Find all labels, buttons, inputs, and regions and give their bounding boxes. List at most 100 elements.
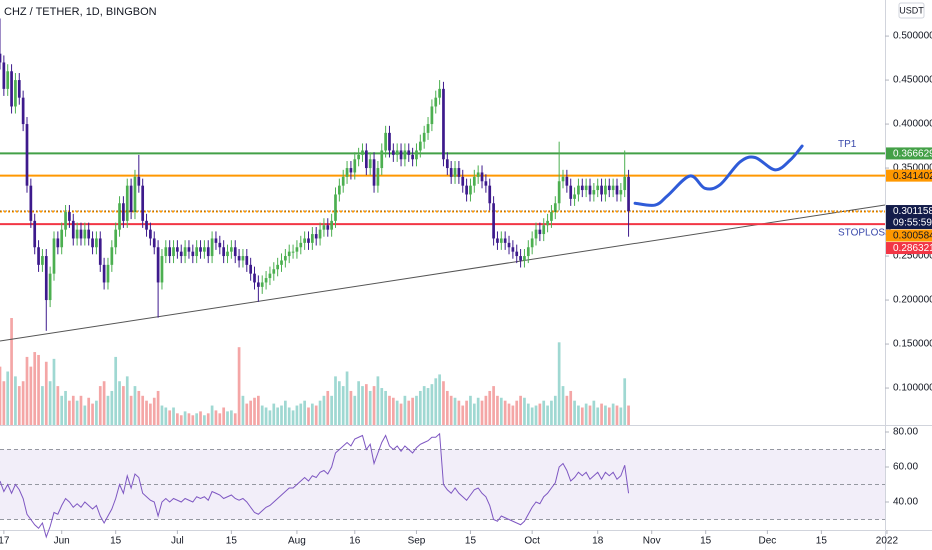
x-tick-label: 2022 (876, 536, 899, 547)
candle-body (133, 176, 137, 213)
candle-body (611, 185, 615, 191)
volume-bar (110, 390, 114, 425)
volume-bar (214, 410, 218, 425)
volume-bar (102, 381, 106, 425)
candle-body (60, 229, 64, 248)
volume-bar (457, 400, 461, 425)
candle-body (619, 190, 623, 195)
volume-bar (41, 386, 44, 425)
candle-body (573, 194, 576, 199)
volume-bar (326, 390, 330, 425)
volume-bar (357, 381, 360, 425)
candle-body (364, 150, 368, 169)
volume-bar (10, 318, 13, 425)
candle-body (384, 132, 387, 151)
y-tick-label: 0.100000 (893, 383, 932, 394)
volume-bar (388, 395, 391, 425)
volume-bar (488, 390, 492, 425)
volume-bar (476, 397, 480, 425)
volume-bar (191, 415, 195, 425)
volume-bar (496, 395, 499, 425)
candle-body (438, 88, 441, 98)
candle-body (241, 256, 245, 261)
price-tag-label: 0.341402 (893, 171, 932, 182)
x-tick-label: Jun (54, 536, 70, 547)
volume-bar (226, 411, 229, 425)
candle-body (118, 203, 121, 230)
candle-body (106, 264, 110, 283)
volume-bar (33, 352, 37, 425)
volume-bar (399, 403, 403, 425)
volume-bar (260, 405, 264, 425)
volume-bar (295, 405, 299, 425)
currency-box[interactable] (898, 2, 925, 19)
volume-bar (627, 405, 630, 425)
volume-bar (52, 358, 56, 425)
volume-bar (64, 390, 67, 425)
volume-bar (145, 400, 148, 425)
candle-body (546, 220, 549, 226)
candle-body (499, 238, 503, 243)
candle-body (588, 185, 592, 195)
volume-bar (623, 378, 627, 425)
candle-body (64, 212, 67, 230)
volume-bar (276, 407, 279, 425)
candle-body (580, 185, 584, 191)
candle-body (337, 185, 341, 195)
candle-body (122, 203, 125, 221)
volume-bar (430, 384, 434, 425)
x-tick-label: 15 (226, 536, 238, 547)
volume-bar (291, 410, 295, 425)
volume-bar (125, 376, 129, 425)
candle-body (472, 176, 476, 186)
candle-body (287, 251, 291, 257)
volume-bar (6, 371, 10, 425)
volume-bar (530, 407, 534, 425)
candle-body (391, 150, 395, 155)
price-tag-label: 0.286321 (893, 243, 932, 254)
candle-body (172, 247, 175, 257)
volume-bar (156, 390, 160, 425)
candle-body (403, 150, 407, 160)
candle-body (434, 97, 438, 107)
x-tick-label: Aug (288, 536, 306, 547)
volume-bar (426, 388, 430, 425)
candle-body (257, 282, 260, 287)
volume-bar (48, 381, 52, 425)
volume-bar (249, 400, 253, 425)
candle-body (2, 62, 6, 89)
candle-body (357, 154, 360, 160)
volume-bar (141, 395, 145, 425)
volume-bar (561, 386, 565, 425)
candle-body (334, 194, 337, 221)
candle-body (511, 247, 515, 252)
x-tick-label: 15 (110, 536, 122, 547)
y-tick-label: 0.250000 (893, 251, 932, 262)
volume-bar (183, 411, 187, 425)
volume-bar (577, 405, 580, 425)
candle-body (284, 256, 287, 261)
volume-bar (253, 397, 256, 425)
candle-body (307, 238, 310, 243)
volume-bar (519, 395, 522, 425)
volume-bar (403, 395, 407, 425)
volume-bar (407, 400, 411, 425)
volume-bar (453, 397, 457, 425)
volume-bar (160, 405, 164, 425)
candle-body (457, 168, 461, 177)
volume-bar (376, 376, 380, 425)
candle-body (388, 132, 391, 151)
volume-bar (210, 405, 214, 425)
candle-body (91, 238, 94, 248)
candle-body (592, 190, 596, 195)
volume-bar (445, 390, 449, 425)
y-tick-label: 0.150000 (893, 339, 932, 350)
candle-body (311, 234, 314, 243)
volume-bar (114, 356, 118, 425)
volume-bar (203, 415, 206, 425)
candle-body (368, 159, 372, 169)
volume-bar (172, 407, 175, 425)
candle-body (199, 247, 202, 252)
volume-bar (611, 403, 615, 425)
volume-bar (187, 413, 191, 425)
